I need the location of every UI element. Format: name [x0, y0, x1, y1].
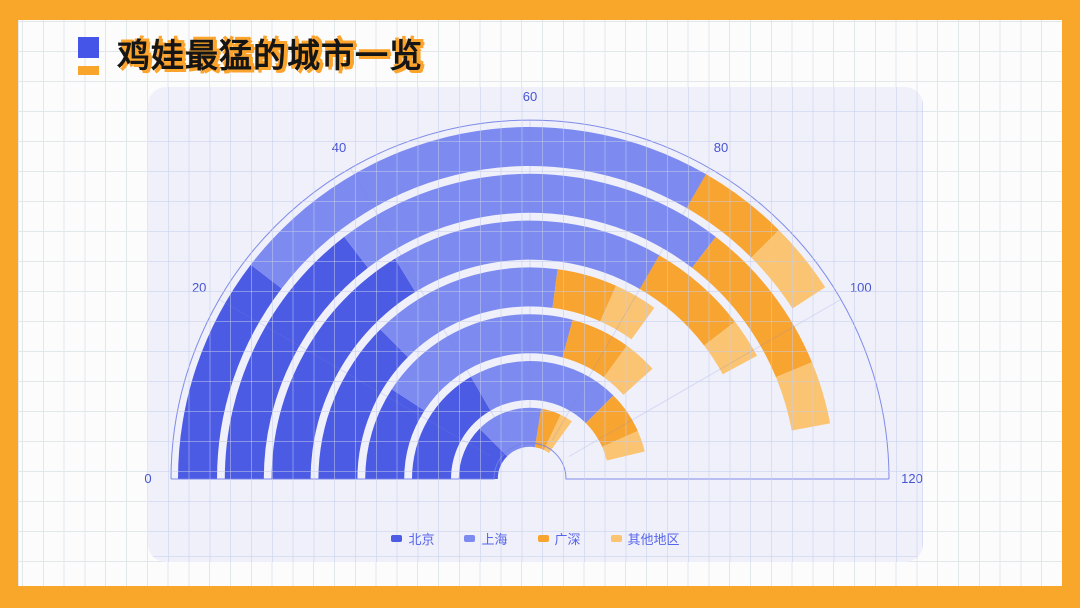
legend-label: 北京 — [408, 532, 435, 547]
legend-swatch-icon — [464, 535, 476, 542]
legend-label: 其他地区 — [627, 532, 680, 547]
legend-swatch-icon — [391, 535, 403, 542]
legend-item-上海[interactable]: 上海 — [464, 529, 508, 548]
legend-label: 广深 — [554, 532, 581, 547]
legend-item-广深[interactable]: 广深 — [537, 529, 581, 548]
angle-axis-tick-120: 120 — [901, 471, 923, 486]
bullet-blue-square-icon — [78, 37, 99, 58]
page-title: 鸡娃最猛的城市一览 — [117, 37, 423, 74]
angle-axis-tick-80: 80 — [714, 140, 728, 155]
bullet-orange-bar-icon — [78, 66, 99, 75]
chart-legend: 北京 上海 广深 其他地区 — [148, 529, 923, 548]
angle-axis-tick-40: 40 — [332, 140, 346, 155]
legend-label: 上海 — [481, 532, 508, 547]
angle-axis-tick-0: 0 — [144, 471, 151, 486]
legend-item-其他地区[interactable]: 其他地区 — [610, 529, 680, 548]
legend-item-北京[interactable]: 北京 — [391, 529, 434, 548]
angle-axis-tick-100: 100 — [850, 280, 872, 295]
title-bullet — [78, 37, 99, 78]
legend-swatch-icon — [610, 535, 622, 542]
angle-axis-tick-60: 60 — [523, 89, 537, 104]
page-background: 鸡娃最猛的城市一览 0 20 40 60 80 100 120 北京 上海 广深 其他地区 — [18, 20, 1062, 586]
angle-axis-tick-20: 20 — [192, 280, 206, 295]
title-block: 鸡娃最猛的城市一览 — [78, 34, 423, 78]
legend-swatch-icon — [537, 535, 549, 542]
polar-stacked-bar-chart: 0 20 40 60 80 100 120 — [144, 89, 923, 486]
